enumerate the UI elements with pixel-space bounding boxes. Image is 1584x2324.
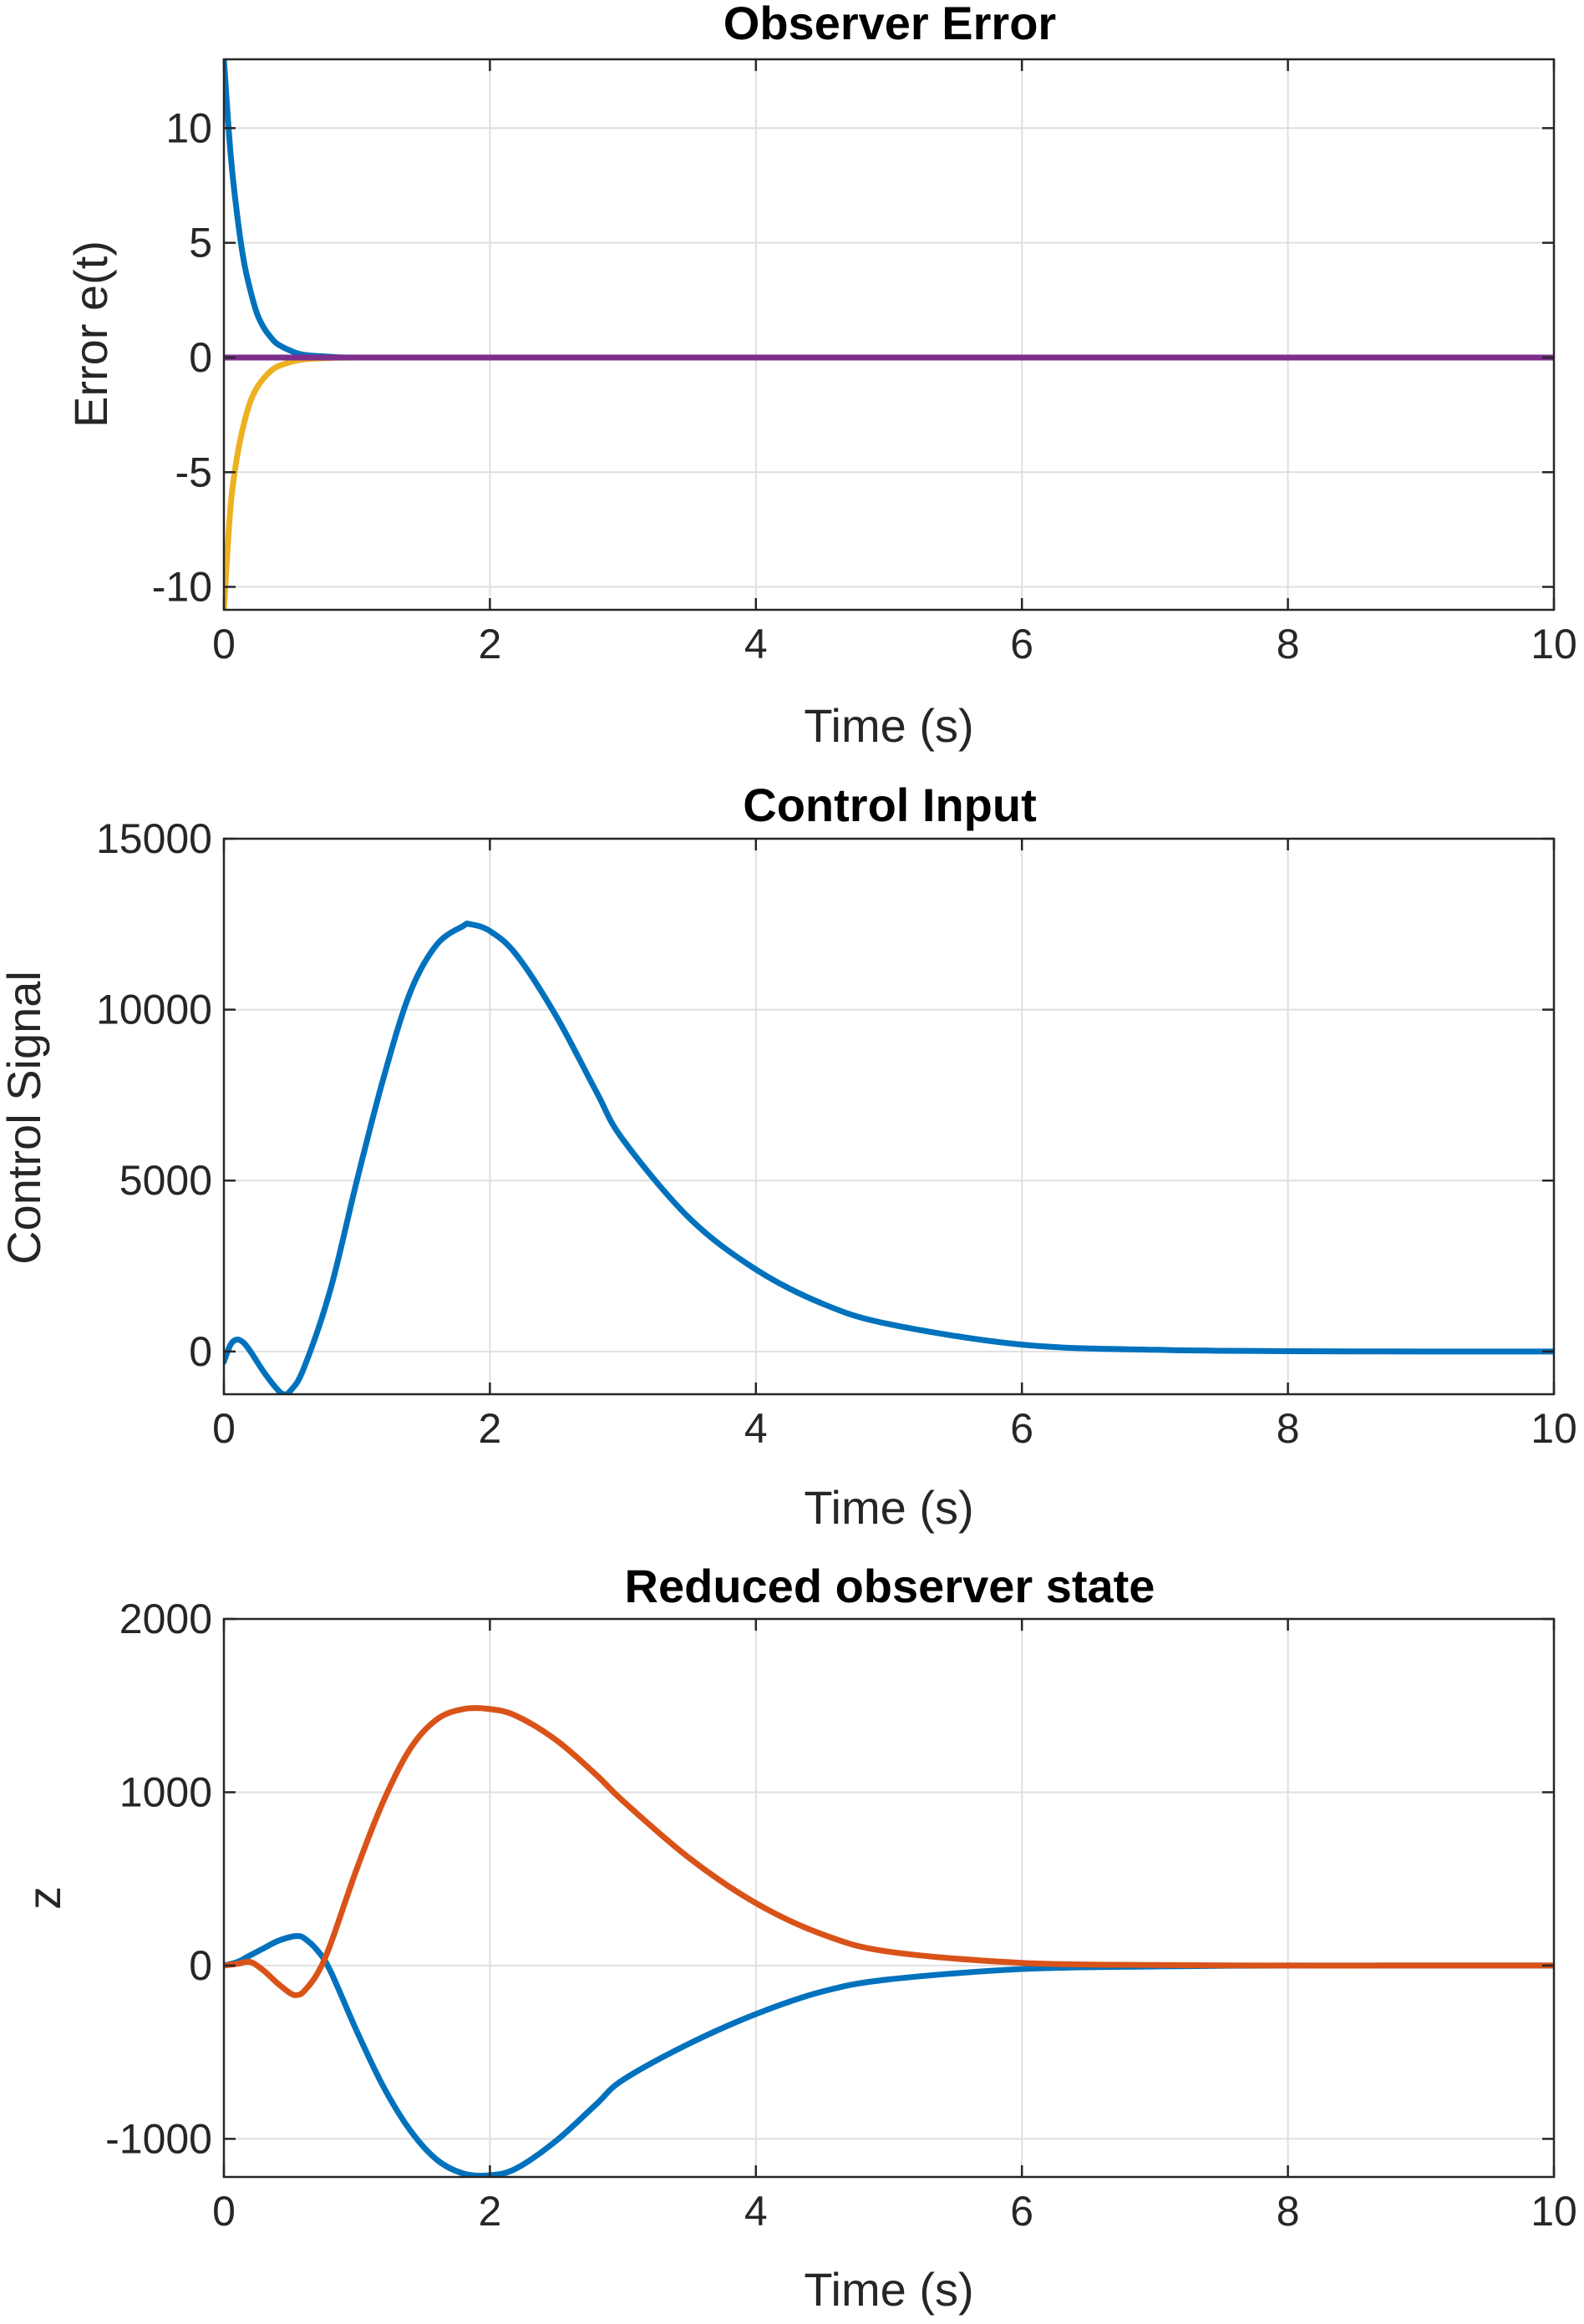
y-tick-label: -10 — [152, 564, 212, 611]
x-tick-label: 8 — [1277, 1405, 1300, 1452]
chart-title: Observer Error — [723, 0, 1056, 49]
y-axis-label: Control Signal — [0, 971, 50, 1265]
x-tick-label: 10 — [1531, 621, 1577, 667]
plot-frame — [222, 837, 1556, 1396]
y-tick-label: 5 — [189, 220, 212, 266]
y-tick-label: 10 — [165, 104, 212, 151]
series-line-1 — [224, 1933, 1554, 2177]
y-tick-label: 1000 — [119, 1768, 212, 1815]
x-tick-label: 2 — [478, 1405, 501, 1452]
x-axis-label: Time (s) — [804, 699, 973, 752]
control-input-panel: Control Input 0 2 4 6 8 10 0 5000 10000 15000 Tim… — [0, 779, 1577, 1534]
y-tick-label: 0 — [189, 1942, 212, 1989]
observer-error-panel: Observer Error 0 2 4 6 8 10 -10 -5 0 5 10 Time (s)… — [64, 0, 1577, 752]
y-tick-label: 10000 — [96, 987, 212, 1033]
x-tick-label: 0 — [212, 1405, 236, 1452]
x-tick-label: 0 — [212, 621, 236, 667]
y-tick-label: 15000 — [96, 815, 212, 862]
chart-title: Reduced observer state — [625, 1560, 1155, 1612]
x-axis-label: Time (s) — [804, 1481, 973, 1534]
y-tick-label: -5 — [175, 449, 212, 495]
x-tick-label: 4 — [744, 621, 768, 667]
series-line-2 — [224, 1705, 1554, 1998]
x-tick-label: 4 — [744, 1405, 768, 1452]
x-tick-label: 6 — [1010, 2188, 1033, 2235]
reduced-observer-state-panel: Reduced observer state 0 2 4 6 8 10-100001000… — [18, 1560, 1577, 2316]
y-tick-label: 0 — [189, 1328, 212, 1375]
x-tick-label: 0 — [212, 2188, 236, 2235]
x-tick-label: 6 — [1010, 621, 1033, 667]
series-line-1 — [224, 59, 1554, 361]
x-tick-label: 8 — [1277, 2188, 1300, 2235]
y-tick-label: 0 — [189, 334, 212, 381]
y-axis-label: z — [18, 1886, 70, 1910]
y-axis-label: Error e(t) — [64, 241, 117, 428]
x-tick-label: 2 — [478, 2188, 501, 2235]
plot-frame — [222, 1617, 1556, 2179]
x-tick-label: 8 — [1277, 621, 1300, 667]
y-tick-label: 2000 — [119, 1596, 212, 1642]
x-tick-label: 10 — [1531, 2188, 1577, 2235]
x-tick-label: 10 — [1531, 1405, 1577, 1452]
series-line-1 — [224, 920, 1554, 1394]
chart-title: Control Input — [743, 779, 1036, 831]
x-tick-label: 6 — [1010, 1405, 1033, 1452]
y-tick-label: 5000 — [119, 1157, 212, 1204]
plot-frame — [222, 58, 1556, 611]
x-axis-label: Time (s) — [804, 2263, 973, 2316]
y-tick-label: -1000 — [105, 2115, 212, 2162]
x-tick-label: 4 — [744, 2188, 768, 2235]
x-tick-label: 2 — [478, 621, 501, 667]
series-line-2 — [224, 354, 1554, 610]
